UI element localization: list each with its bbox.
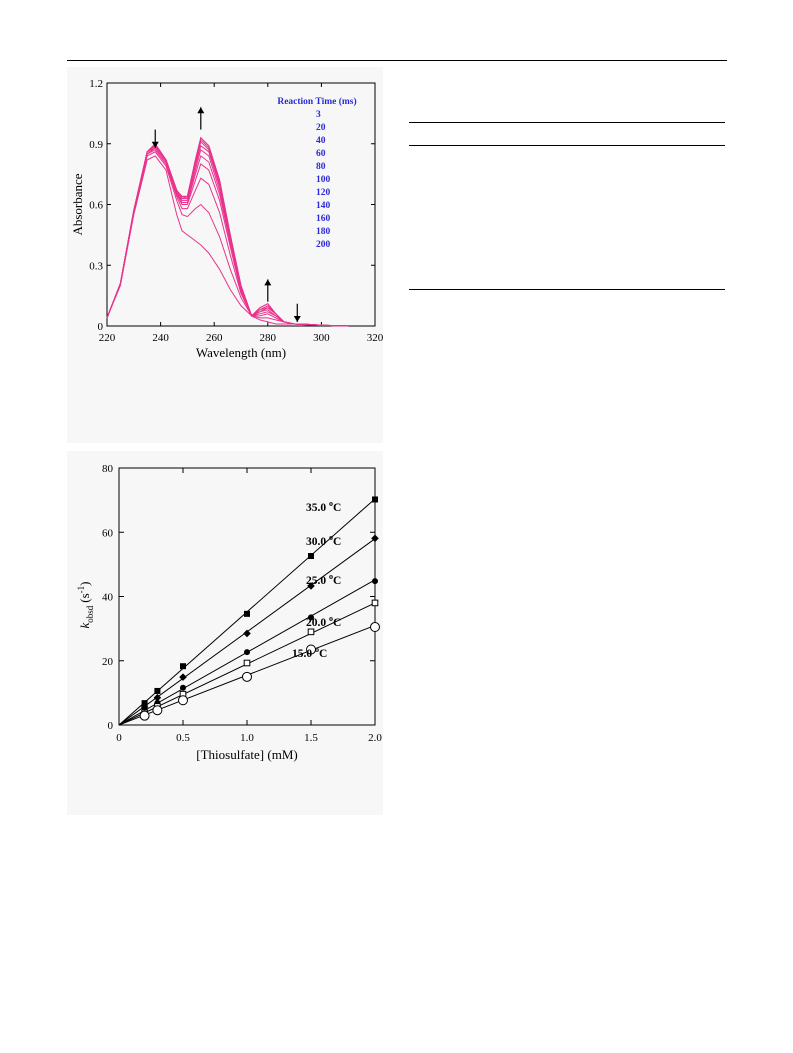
data-point	[244, 610, 250, 617]
data-point	[372, 578, 378, 585]
y-tick-label: 0	[108, 720, 114, 732]
legend-entry: 140	[316, 201, 331, 211]
series-label-unit: C	[319, 648, 327, 660]
y-tick-label: 0.6	[89, 200, 103, 212]
series-label-unit: C	[333, 502, 341, 514]
y-tick-label: 1.2	[89, 78, 103, 90]
data-point	[154, 687, 161, 694]
spectra-figure-panel: 220 240 260 280 300 320 0 0.3 0.6 0.9 1.2 Wavelengt…	[67, 67, 384, 443]
y-tick-label: 40	[102, 592, 114, 604]
y-axis-label-sup: -1	[76, 586, 86, 594]
legend-title: Reaction Time (ms)	[277, 96, 356, 107]
series-label-unit: C	[333, 575, 341, 587]
trend-arrow-head	[197, 107, 205, 114]
series-label-unit: C	[333, 617, 341, 629]
legend-entry: 3	[316, 110, 321, 120]
y-axis-label-unit: (s	[77, 593, 92, 602]
series-label: 20.0 oC	[306, 614, 341, 629]
data-point	[178, 695, 188, 706]
x-tick-label: 0.5	[176, 732, 190, 744]
data-point	[242, 671, 252, 682]
series-label-degree: o	[329, 499, 333, 508]
data-point	[244, 649, 250, 656]
y-axis-label: kobsd (s-1)	[76, 581, 95, 628]
uv-spectra-chart: 220 240 260 280 300 32000.30.60.91.2Wavelengt…	[70, 78, 384, 360]
legend-entry: 60	[316, 149, 326, 159]
y-axis-label-sub: obsd	[85, 605, 95, 623]
data-point	[308, 614, 314, 621]
legend-entry: 80	[316, 162, 326, 172]
data-point	[141, 700, 148, 707]
y-tick-label: 80	[102, 463, 114, 475]
y-tick-label: 0.9	[89, 139, 103, 151]
table-bottom-rule	[409, 289, 725, 290]
data-point	[180, 684, 186, 691]
series-label-degree: o	[329, 614, 333, 623]
series-label-value: 15.0	[292, 648, 315, 660]
trend-arrow-head	[264, 279, 272, 286]
data-point	[370, 622, 380, 633]
x-tick-label: 1.5	[304, 732, 318, 744]
kinetics-figure-panel: 0 0.5 1.0 1.5 2.0 0 20 40 60 80 [Thiosulfate] (mM)…	[67, 451, 383, 815]
table-top-rule	[409, 122, 725, 123]
x-tick-label: 0	[116, 732, 122, 744]
series-label: 35.0 oC	[306, 499, 341, 514]
series-label: 15.0 oC	[292, 645, 327, 660]
x-axis-label: Wavelength (nm)	[196, 345, 286, 360]
series-label-value: 30.0	[306, 536, 329, 548]
legend-entry: 160	[316, 214, 331, 224]
series-label-value: 35.0	[306, 502, 329, 514]
trend-arrow-head	[293, 315, 301, 322]
data-point	[308, 553, 314, 560]
series-label: 30.0 oC	[306, 533, 341, 548]
page-header-rule	[67, 60, 727, 61]
kobs-vs-thiosulfate-chart: 0 0.5 1.0 1.5 2.0 0 20 40 60 80 [Thiosulfate] (mM)…	[76, 463, 382, 762]
data-point	[371, 599, 379, 607]
series-label-degree: o	[315, 645, 319, 654]
spectrum-line	[106, 155, 349, 327]
data-point	[152, 705, 163, 716]
series-label-degree: o	[329, 533, 333, 542]
data-point	[306, 644, 316, 655]
legend-entry: 180	[316, 227, 331, 237]
y-tick-label: 0	[98, 321, 104, 333]
x-tick-label: 240	[152, 332, 169, 344]
x-tick-label: 1.0	[240, 732, 254, 744]
legend-entry: 120	[316, 188, 331, 198]
x-tick-label: 280	[260, 332, 277, 344]
x-tick-label: 260	[206, 332, 223, 344]
legend-entry: 40	[316, 136, 326, 146]
y-tick-label: 20	[102, 656, 114, 668]
x-tick-label: 320	[367, 332, 383, 344]
series-label-value: 25.0	[306, 575, 329, 587]
y-axis-label-close: )	[77, 581, 92, 585]
data-point	[179, 673, 187, 681]
y-axis-label-k: k	[77, 623, 92, 629]
data-point	[307, 628, 315, 636]
data-point	[139, 710, 150, 721]
series-label-unit: C	[333, 536, 341, 548]
y-axis-label: Absorbance	[70, 173, 85, 235]
data-point	[180, 663, 186, 670]
series-label: 25.0 oC	[306, 572, 341, 587]
legend-entry: 200	[316, 240, 331, 250]
data-point	[372, 496, 378, 503]
legend-entry: 100	[316, 175, 331, 185]
data-point	[243, 659, 251, 667]
data-point	[243, 629, 251, 638]
data-point	[307, 582, 315, 590]
table-header-rule	[409, 145, 725, 146]
legend-entry: 20	[316, 123, 326, 133]
trend-arrow-head	[151, 141, 159, 148]
x-tick-label: 2.0	[368, 732, 382, 744]
x-tick-label: 220	[99, 332, 116, 344]
series-label-value: 20.0	[306, 617, 329, 629]
x-tick-label: 300	[313, 332, 330, 344]
data-point	[153, 693, 162, 702]
series-label-degree: o	[329, 572, 333, 581]
y-tick-label: 60	[102, 527, 114, 539]
y-tick-label: 0.3	[89, 260, 103, 272]
x-axis-label: [Thiosulfate] (mM)	[196, 747, 297, 762]
